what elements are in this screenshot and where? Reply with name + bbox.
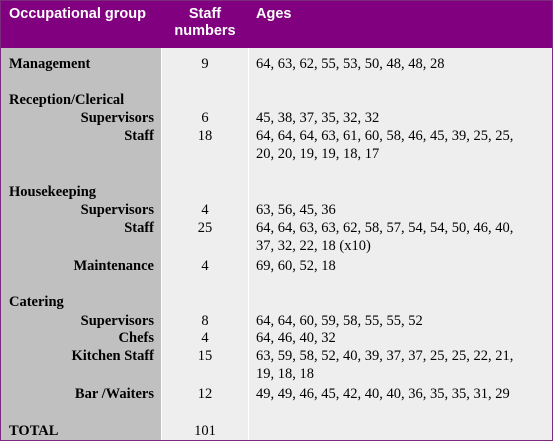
ages-catering-supervisors: 64, 64, 60, 59, 58, 55, 55, 52 xyxy=(256,313,423,329)
staff-count-chefs: 4 xyxy=(201,330,209,346)
group-column-background xyxy=(1,48,161,440)
section-heading-catering: Catering xyxy=(9,294,64,310)
ages-housekeeping-supervisors: 63, 56, 45, 36 xyxy=(256,202,336,218)
row-label-reception-staff: Staff xyxy=(124,128,154,144)
section-heading-housekeeping: Housekeeping xyxy=(9,184,97,200)
column-divider xyxy=(248,48,249,440)
staff-count-housekeeping-staff: 25 xyxy=(197,220,213,236)
ages-kitchen-staff-line1: 63, 59, 58, 52, 40, 39, 37, 37, 25, 25, … xyxy=(256,348,514,364)
ages-reception-staff-line1: 64, 64, 64, 63, 61, 60, 58, 46, 45, 39, … xyxy=(256,128,514,144)
ages-chefs: 64, 46, 40, 32 xyxy=(256,330,336,346)
row-label-maintenance: Maintenance xyxy=(73,258,154,274)
staff-count-management: 9 xyxy=(201,56,209,72)
ages-bar-waiters: 49, 49, 46, 45, 42, 40, 40, 36, 35, 35, … xyxy=(256,386,510,402)
header-occupational-group: Occupational group xyxy=(9,6,146,22)
row-label-total: TOTAL xyxy=(9,423,59,439)
ages-housekeeping-staff-line1: 64, 64, 63, 63, 62, 58, 57, 54, 54, 50, … xyxy=(256,220,514,236)
staff-count-housekeeping-supervisors: 4 xyxy=(201,202,209,218)
section-heading-reception: Reception/Clerical xyxy=(9,92,125,108)
ages-reception-staff-line2: 20, 20, 19, 19, 18, 17 xyxy=(256,146,380,162)
ages-housekeeping-staff-line2: 37, 32, 22, 18 (x10) xyxy=(256,238,371,254)
staff-count-reception-supervisors: 6 xyxy=(201,110,209,126)
column-divider xyxy=(161,48,162,440)
staff-count-kitchen-staff: 15 xyxy=(197,348,213,364)
ages-reception-supervisors: 45, 38, 37, 35, 32, 32 xyxy=(256,110,380,126)
header-staff-numbers: Staff numbers xyxy=(174,6,236,39)
row-label-bar-waiters: Bar /Waiters xyxy=(74,386,154,402)
row-label-chefs: Chefs xyxy=(118,330,154,346)
ages-kitchen-staff-line2: 19, 18, 18 xyxy=(256,366,314,382)
row-label-housekeeping-supervisors: Supervisors xyxy=(80,202,154,218)
row-label-housekeeping-staff: Staff xyxy=(124,220,154,236)
staff-count-reception-staff: 18 xyxy=(197,128,213,144)
table-header: Occupational group Staff numbers Ages xyxy=(1,1,552,48)
staff-count-maintenance: 4 xyxy=(201,258,209,274)
staff-count-catering-supervisors: 8 xyxy=(201,313,209,329)
staff-count-bar-waiters: 12 xyxy=(197,386,213,402)
header-ages: Ages xyxy=(256,6,292,22)
row-label-reception-supervisors: Supervisors xyxy=(80,110,154,126)
row-label-catering-supervisors: Supervisors xyxy=(80,313,154,329)
ages-management: 64, 63, 62, 55, 53, 50, 48, 48, 28 xyxy=(256,56,445,72)
ages-maintenance: 69, 60, 52, 18 xyxy=(256,258,336,274)
staff-count-total: 101 xyxy=(194,423,216,439)
row-label-management: Management xyxy=(9,56,91,72)
row-label-kitchen-staff: Kitchen Staff xyxy=(71,348,154,364)
